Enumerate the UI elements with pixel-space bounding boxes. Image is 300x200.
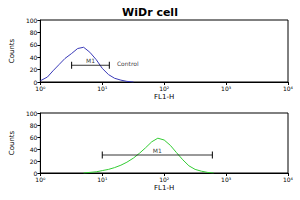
svg-text:M1: M1 [153,147,162,154]
svg-text:80: 80 [30,122,38,129]
svg-text:40: 40 [30,54,38,61]
svg-text:10⁰: 10⁰ [35,176,46,183]
svg-text:0: 0 [33,78,38,86]
svg-text:10³: 10³ [221,176,232,183]
svg-text:Counts: Counts [8,38,16,63]
svg-text:80: 80 [30,29,38,36]
svg-text:10⁴: 10⁴ [283,85,294,92]
svg-text:Counts: Counts [8,130,16,155]
svg-text:10¹: 10¹ [97,85,108,92]
svg-text:100: 100 [26,110,38,117]
svg-text:20: 20 [30,66,38,73]
svg-text:40: 40 [30,146,38,153]
svg-text:10³: 10³ [221,85,232,92]
svg-text:0: 0 [33,169,38,177]
svg-text:10²: 10² [159,176,170,183]
svg-text:10⁴: 10⁴ [283,176,294,183]
svg-text:10²: 10² [159,85,170,92]
svg-text:20: 20 [30,158,38,165]
svg-text:M1: M1 [86,57,95,64]
svg-text:WiDr cell: WiDr cell [122,6,178,19]
svg-text:10¹: 10¹ [97,176,108,183]
svg-text:60: 60 [30,134,38,141]
svg-text:100: 100 [26,17,38,24]
svg-text:FL1-H: FL1-H [154,93,174,101]
svg-text:FL1-H: FL1-H [154,184,174,192]
svg-text:60: 60 [30,41,38,48]
svg-text:10⁰: 10⁰ [35,85,46,92]
svg-text:Control: Control [117,60,139,67]
